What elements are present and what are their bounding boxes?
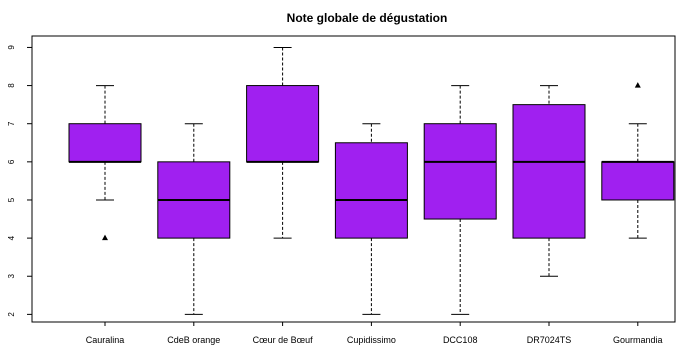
category-label: Gourmandia: [613, 335, 663, 345]
category-label: DR7024TS: [527, 335, 572, 345]
category-label: Cœur de Bœuf: [253, 335, 314, 345]
box-gourmandia: [601, 161, 675, 201]
category-label: CdeB orange: [167, 335, 220, 345]
category-label: DCC108: [443, 335, 478, 345]
plot-frame: [31, 35, 676, 323]
y-tick-label: 8: [7, 83, 16, 88]
outlier-point: [102, 234, 108, 241]
y-tick-label: 6: [7, 159, 16, 164]
outlier-point: [634, 82, 641, 88]
box-dcc108: [423, 123, 497, 220]
plot-area: 2 3 4 5 6 7 8 9 Cauralina CdeB orange Cœur de Bœuf…: [7, 35, 676, 345]
box-dr7024ts: [512, 104, 586, 239]
y-tick-label: 3: [7, 273, 16, 278]
y-tick-label: 7: [7, 121, 16, 126]
category-label: Cauralina: [86, 335, 125, 345]
y-tick-label: 2: [7, 312, 16, 317]
y-tick-label: 5: [7, 197, 16, 202]
box-c-ur-de-b-uf: [246, 85, 320, 163]
category-label: Cupidissimo: [347, 335, 396, 345]
y-tick-label: 9: [7, 45, 16, 50]
box-cupidissimo: [334, 142, 408, 239]
box-cauralina: [68, 123, 142, 163]
chart-title: Note globale de dégustation: [287, 11, 448, 25]
y-tick-label: 4: [7, 235, 16, 240]
